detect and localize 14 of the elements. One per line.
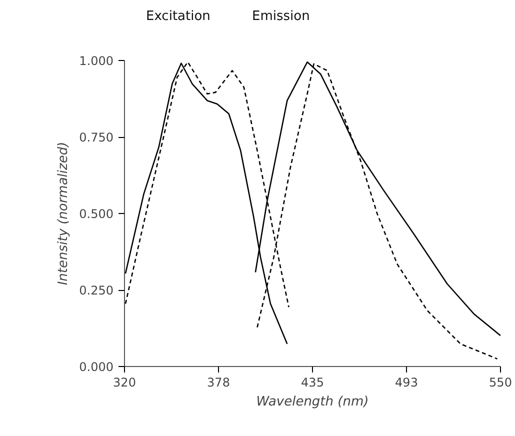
text: Excitation xyxy=(146,8,210,26)
y-tick-label: 0.250 xyxy=(79,284,114,298)
x-tick-label: 435 xyxy=(301,376,324,390)
y-tick-label: 0.000 xyxy=(79,360,114,374)
x-tick-label: 320 xyxy=(113,376,136,390)
y-axis-title: Intensity (normalized) xyxy=(56,142,72,286)
text: Emission xyxy=(252,8,310,26)
y-tick-label: 0.750 xyxy=(79,130,114,144)
x-tick-label: 493 xyxy=(395,376,418,390)
y-tick-label: 0.500 xyxy=(79,207,114,221)
x-axis-title: Wavelength (nm) xyxy=(256,394,369,410)
x-tick-label: 378 xyxy=(207,376,230,390)
y-tick-label: 1.000 xyxy=(79,54,114,68)
x-tick-label: 550 xyxy=(489,376,512,390)
